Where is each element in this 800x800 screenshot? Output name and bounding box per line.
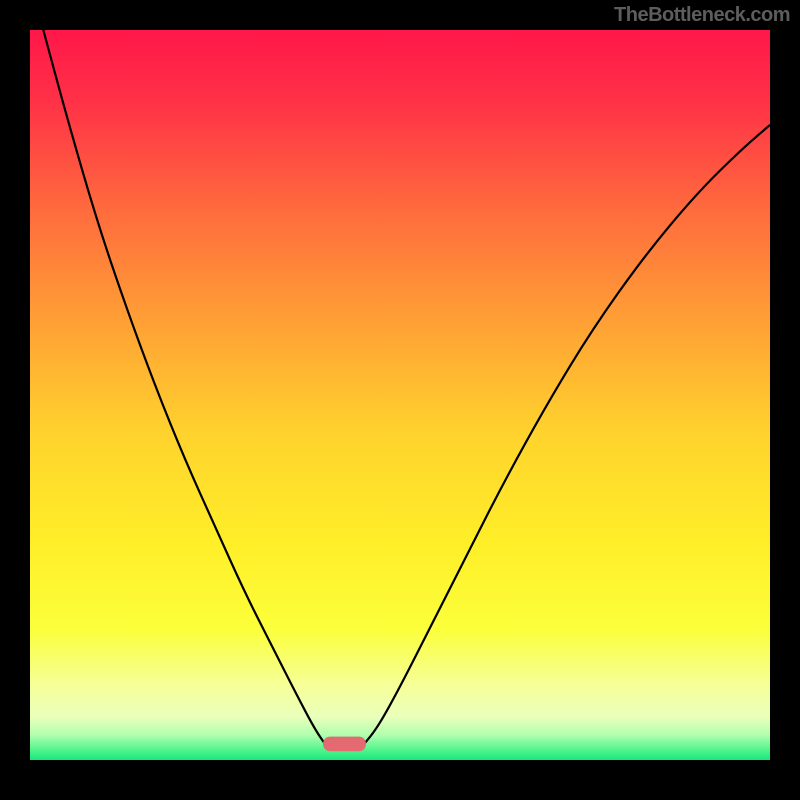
plot-background bbox=[30, 30, 770, 760]
optimal-marker bbox=[323, 737, 366, 752]
bottleneck-chart bbox=[0, 0, 800, 800]
watermark-text: TheBottleneck.com bbox=[614, 4, 790, 27]
